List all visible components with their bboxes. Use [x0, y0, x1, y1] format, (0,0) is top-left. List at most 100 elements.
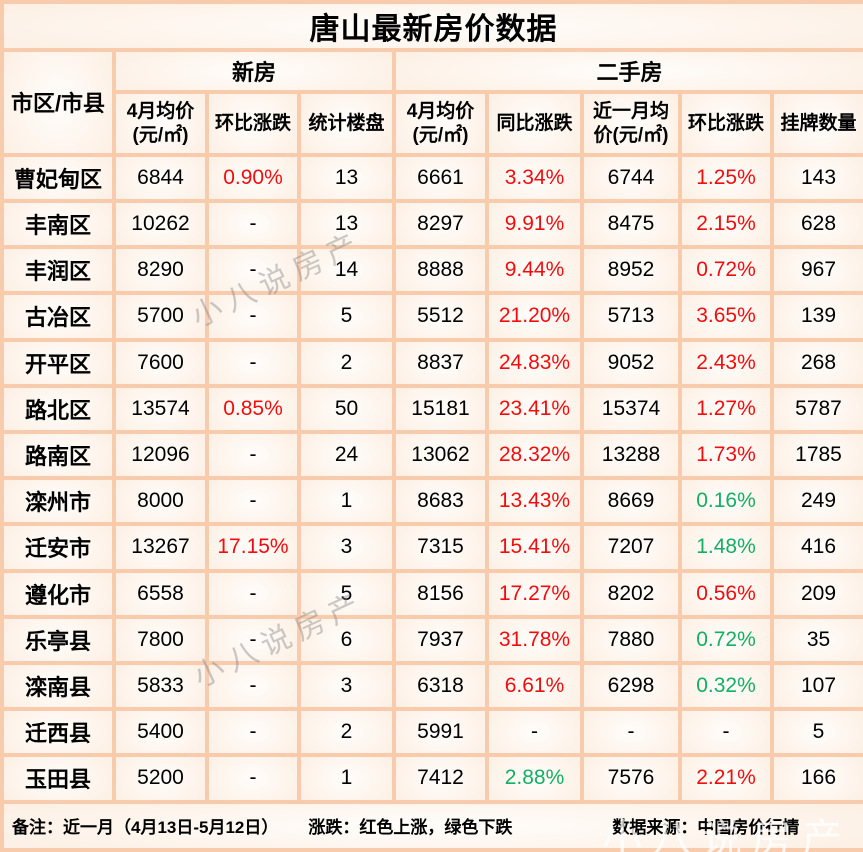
month-avg-price: 6744 [584, 156, 678, 199]
footer-source: 数据来源：中国房价行情 [612, 818, 800, 838]
project-count: 2 [301, 711, 392, 754]
used-avg-price: 5991 [396, 711, 485, 754]
table-row: 开平区 7600-2 8837 24.83% 9052 2.43% 268 [4, 341, 863, 384]
new-avg-price: 10262 [116, 202, 205, 246]
table-row: 遵化市 6558-5 8156 17.27% 8202 0.56% 209 [4, 572, 863, 615]
used-mom-change: 2.43% [682, 341, 770, 384]
listing-count: 967 [774, 249, 863, 292]
new-avg-price: 5700 [116, 295, 205, 338]
new-mom-change: 0.90% [209, 156, 297, 199]
listing-count: 107 [774, 664, 863, 708]
listing-count: 139 [774, 295, 863, 338]
used-mom-change: 0.72% [682, 249, 770, 292]
new-avg-price: 5400 [116, 711, 205, 754]
group-header-new-homes: 新房 [116, 52, 392, 91]
table-row: 古冶区 5700-5 5512 21.20% 5713 3.65% 139 [4, 295, 863, 338]
month-avg-price: 8952 [584, 249, 678, 292]
month-avg-price: 15374 [584, 387, 678, 430]
used-mom-change: 0.72% [682, 618, 770, 661]
table-row: 玉田县 5200-1 7412 2.88% 7576 2.21% 166 [4, 757, 863, 800]
used-yoy-change: 24.83% [489, 341, 580, 384]
used-mom-change: 1.73% [682, 433, 770, 477]
region-cell: 路南区 [4, 433, 112, 477]
month-avg-price: 6298 [584, 664, 678, 708]
region-cell: 曹妃甸区 [4, 156, 112, 199]
used-mom-change: 1.48% [682, 526, 770, 569]
used-mom-change: 1.25% [682, 156, 770, 199]
col-header-used-yoy-change: 同比涨跌 [489, 94, 580, 153]
col-header-used-avg-price: 4月均价 (元/㎡) [396, 94, 485, 153]
new-mom-change: 0.85% [209, 387, 297, 430]
region-cell: 遵化市 [4, 572, 112, 615]
col-header-listing-count: 挂牌数量 [774, 94, 863, 153]
new-mom-change: - [209, 341, 297, 384]
month-avg-price: 8202 [584, 572, 678, 615]
used-yoy-change: 13.43% [489, 480, 580, 523]
table-row: 乐亭县 7800-6 7937 31.78% 7880 0.72% 35 [4, 618, 863, 661]
table-body: 唐山最新房价数据 市区/市县 新房 二手房 4月均价 (元/㎡) 环比涨跌 统计… [4, 4, 863, 848]
listing-count: 5 [774, 711, 863, 754]
listing-count: 268 [774, 341, 863, 384]
used-yoy-change: 15.41% [489, 526, 580, 569]
new-avg-price: 5200 [116, 757, 205, 800]
month-avg-price: 5713 [584, 295, 678, 338]
region-cell: 滦州市 [4, 480, 112, 523]
project-count: 2 [301, 341, 392, 384]
used-mom-change: 1.27% [682, 387, 770, 430]
new-avg-price: 7800 [116, 618, 205, 661]
region-cell: 迁安市 [4, 526, 112, 569]
new-avg-price: 5833 [116, 664, 205, 708]
used-mom-change: 0.16% [682, 480, 770, 523]
region-cell: 丰南区 [4, 202, 112, 246]
month-avg-price: - [584, 711, 678, 754]
footer-note: 备注：近一月（4月13日-5月12日） [12, 818, 279, 838]
region-cell: 玉田县 [4, 757, 112, 800]
used-yoy-change: - [489, 711, 580, 754]
region-cell: 迁西县 [4, 711, 112, 754]
used-avg-price: 7315 [396, 526, 485, 569]
new-mom-change: - [209, 202, 297, 246]
used-mom-change: - [682, 711, 770, 754]
used-yoy-change: 21.20% [489, 295, 580, 338]
used-avg-price: 5512 [396, 295, 485, 338]
region-cell: 路北区 [4, 387, 112, 430]
used-yoy-change: 28.32% [489, 433, 580, 477]
new-avg-price: 13574 [116, 387, 205, 430]
listing-count: 5787 [774, 387, 863, 430]
month-avg-price: 8475 [584, 202, 678, 246]
used-yoy-change: 17.27% [489, 572, 580, 615]
used-yoy-change: 2.88% [489, 757, 580, 800]
used-avg-price: 7412 [396, 757, 485, 800]
used-avg-price: 7937 [396, 618, 485, 661]
table-row: 滦州市 8000-1 8683 13.43% 8669 0.16% 249 [4, 480, 863, 523]
used-avg-price: 8837 [396, 341, 485, 384]
month-avg-price: 9052 [584, 341, 678, 384]
project-count: 6 [301, 618, 392, 661]
listing-count: 628 [774, 202, 863, 246]
new-mom-change: - [209, 664, 297, 708]
used-avg-price: 8297 [396, 202, 485, 246]
used-avg-price: 8683 [396, 480, 485, 523]
used-avg-price: 8156 [396, 572, 485, 615]
project-count: 13 [301, 156, 392, 199]
project-count: 1 [301, 757, 392, 800]
page-title: 唐山最新房价数据 [4, 4, 863, 49]
new-mom-change: - [209, 711, 297, 754]
listing-count: 166 [774, 757, 863, 800]
used-yoy-change: 23.41% [489, 387, 580, 430]
used-avg-price: 6661 [396, 156, 485, 199]
new-mom-change: - [209, 433, 297, 477]
group-header-used-homes: 二手房 [396, 52, 863, 91]
used-avg-price: 8888 [396, 249, 485, 292]
col-header-project-count: 统计楼盘 [301, 94, 392, 153]
new-mom-change: - [209, 480, 297, 523]
group-header-row: 市区/市县 新房 二手房 [4, 52, 863, 153]
footer-note-cell: 备注：近一月（4月13日-5月12日） 涨跌：红色上涨，绿色下跌 数据来源：中国… [4, 803, 863, 848]
region-cell: 滦南县 [4, 664, 112, 708]
used-mom-change: 2.21% [682, 757, 770, 800]
listing-count: 249 [774, 480, 863, 523]
used-mom-change: 2.15% [682, 202, 770, 246]
footer-row: 备注：近一月（4月13日-5月12日） 涨跌：红色上涨，绿色下跌 数据来源：中国… [4, 803, 863, 848]
new-avg-price: 8290 [116, 249, 205, 292]
